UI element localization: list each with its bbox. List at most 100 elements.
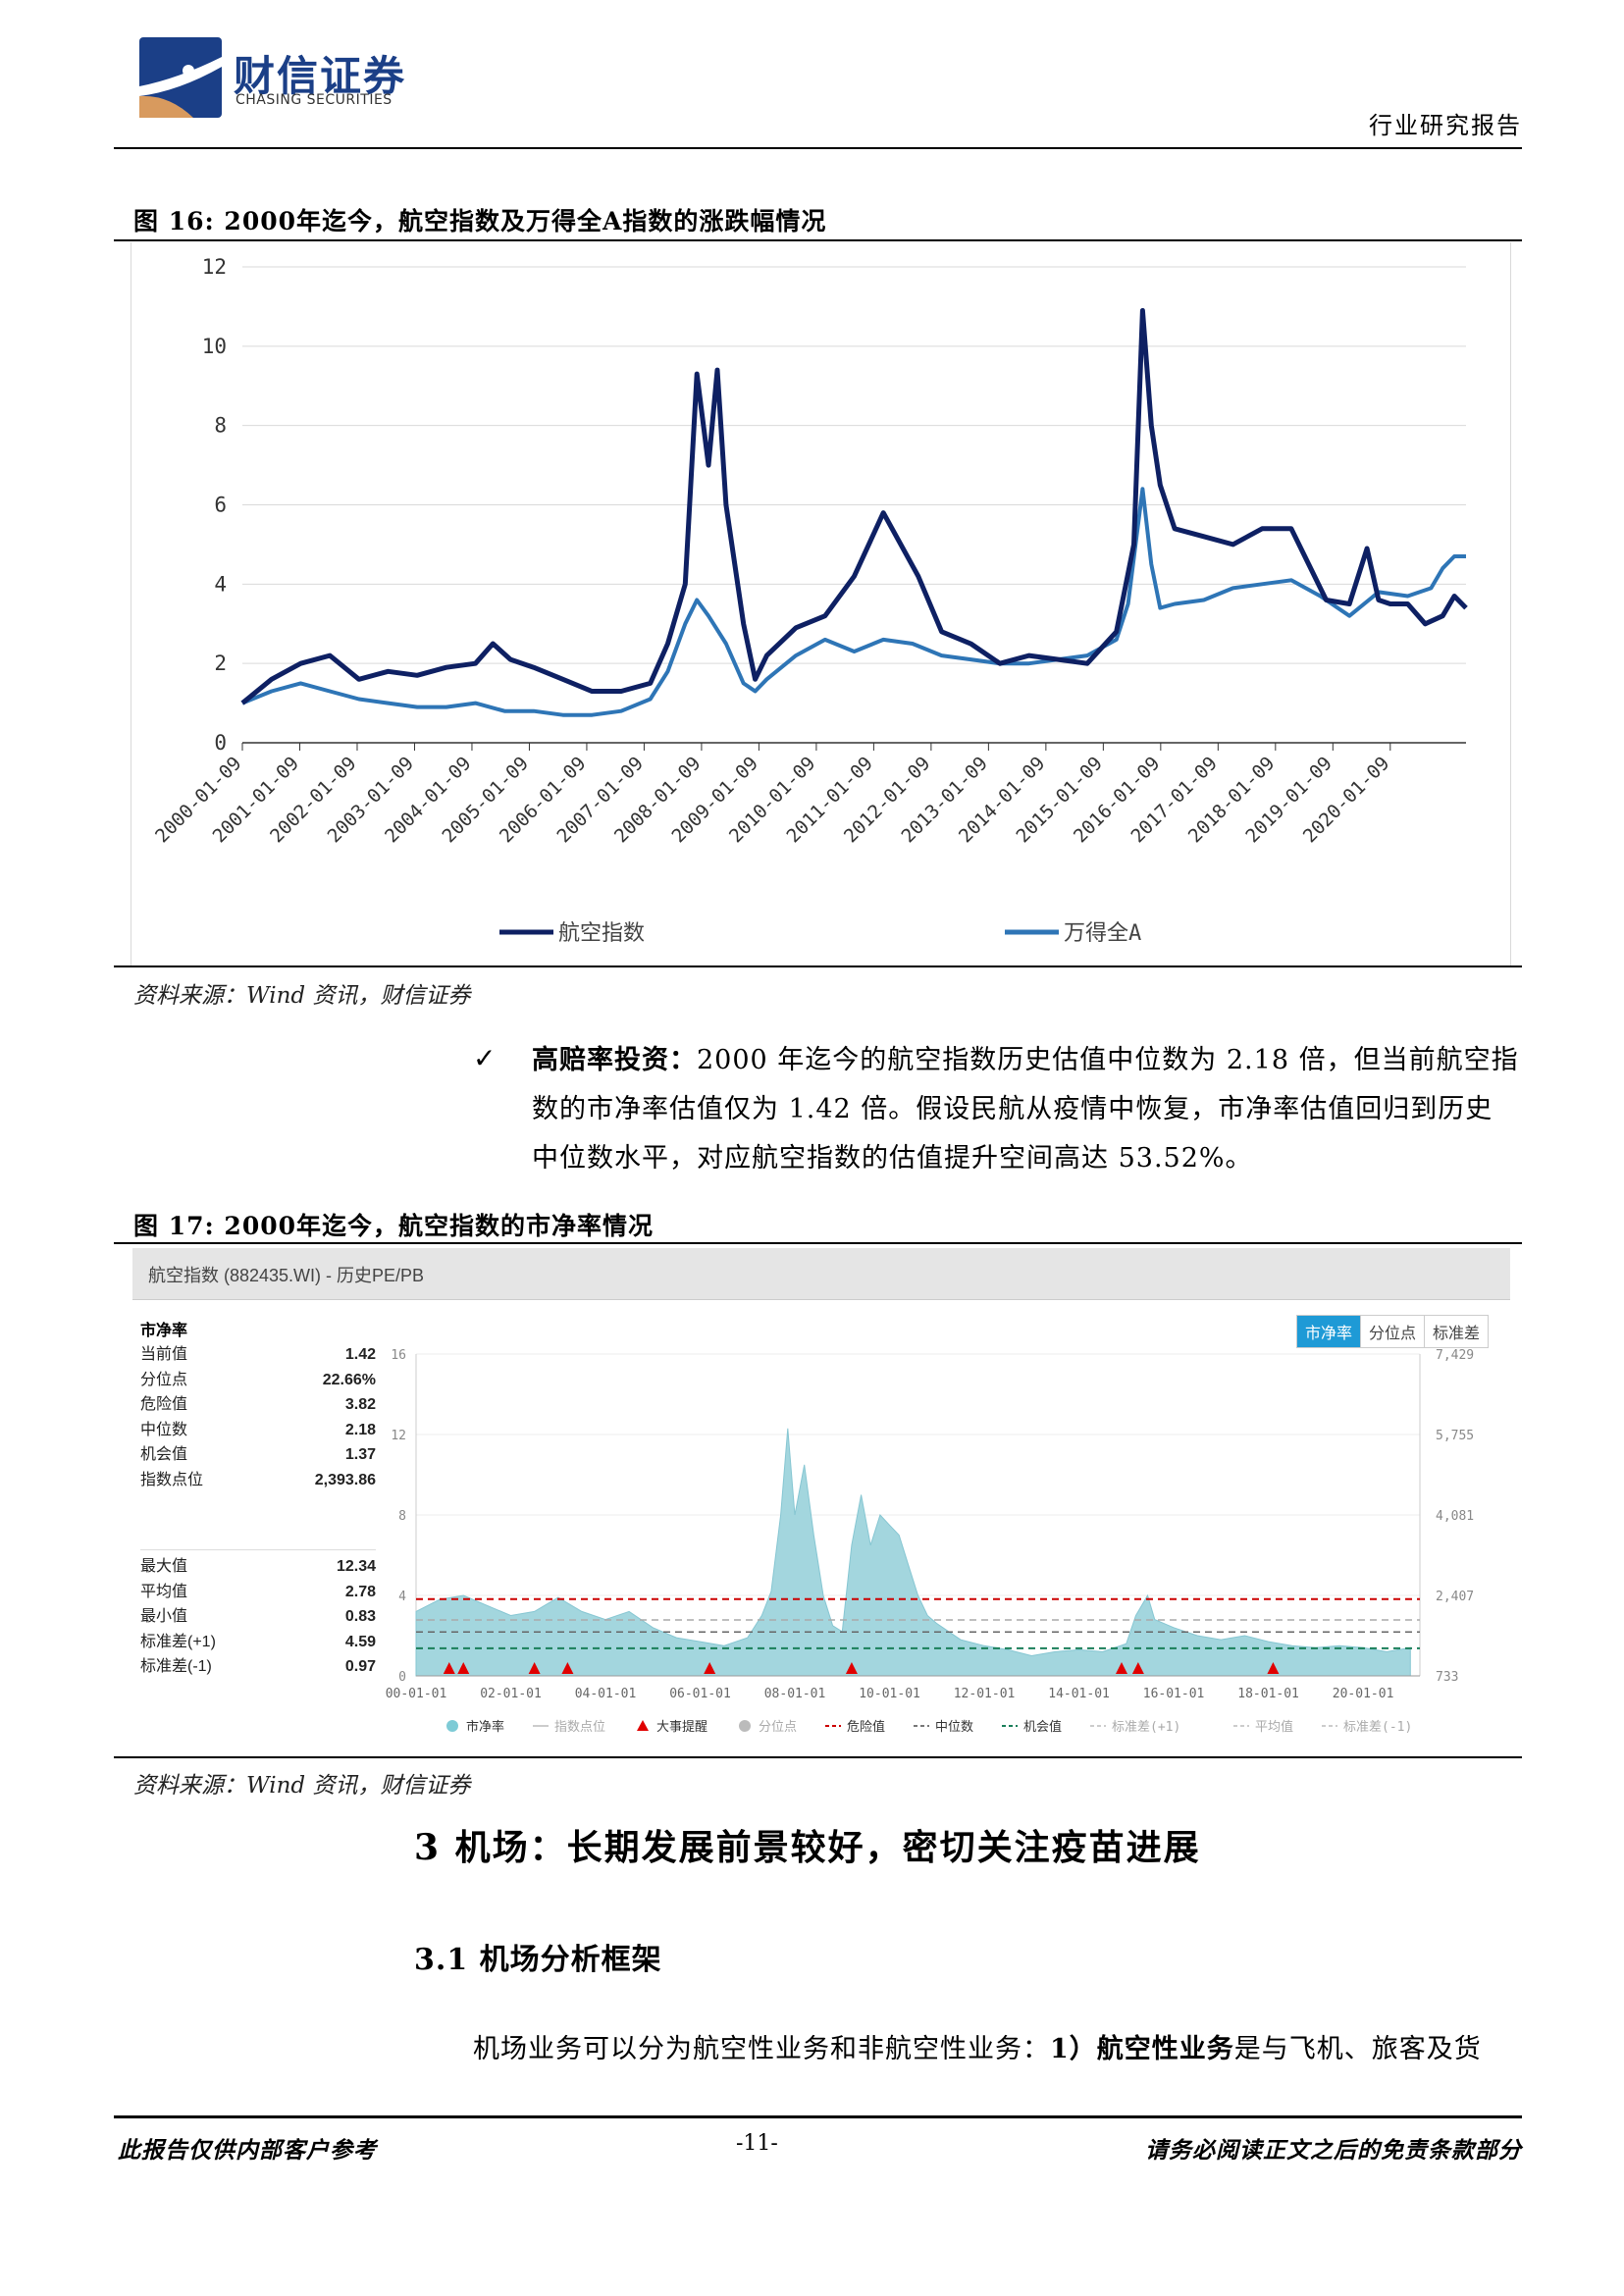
figure17-chart: 0 733 4 2,407 8 4,081 12 5,755 16 7,429 00-01-01 02… <box>386 1348 1474 1735</box>
footer-left: 此报告仅供内部客户参考 <box>118 2137 377 2164</box>
logo <box>139 37 222 118</box>
stat-value: 1.42 <box>344 1346 376 1363</box>
legend-mark-0 <box>446 1720 458 1732</box>
legend-label-8: 平均值 <box>1255 1719 1293 1735</box>
stat-row: 当前值 1.42 <box>140 1342 376 1368</box>
x-tick-8: 16-01-01 <box>1143 1687 1205 1701</box>
y-left-tick-0: 0 <box>398 1670 406 1685</box>
y-tick-label-2: 4 <box>214 572 227 596</box>
stat-label: 平均值 <box>140 1583 188 1600</box>
y-tick-label-5: 10 <box>202 335 227 358</box>
stats-group-primary: 当前值 1.42 分位点 22.66% 危险值 3.82 中位数 2.18 机会值 1.37 指数点… <box>140 1342 376 1492</box>
stat-row: 最大值 12.34 <box>140 1554 376 1580</box>
figure17-bottom-rule <box>114 1756 1522 1758</box>
stat-label: 危险值 <box>140 1396 188 1413</box>
series-line-wind-all-a <box>241 487 1466 717</box>
bullet-line-1: 高赔率投资：2000 年迄今的航空指数历史估值中位数为 2.18 倍，但当前航空… <box>532 1036 1519 1085</box>
legend-label-2: 大事提醒 <box>656 1719 707 1735</box>
stat-value: 0.83 <box>344 1608 376 1625</box>
stat-value: 12.34 <box>336 1558 376 1575</box>
legend-label-9: 标准差(-1) <box>1343 1720 1412 1735</box>
stat-value: 2.78 <box>344 1583 376 1600</box>
event-marker-3 <box>561 1662 574 1674</box>
stat-label: 指数点位 <box>140 1471 204 1488</box>
stat-value: 1.37 <box>344 1446 376 1463</box>
event-marker-5 <box>845 1662 858 1674</box>
y-left-tick-2: 8 <box>398 1509 406 1524</box>
stat-value: 22.66% <box>322 1371 376 1388</box>
x-tick-6: 12-01-01 <box>954 1687 1016 1701</box>
subsection-heading: 3.1 机场分析框架 <box>414 1943 662 1977</box>
stat-row: 最小值 0.83 <box>140 1604 376 1630</box>
panel-title: 航空指数 (882435.WI) - 历史PE/PB <box>148 1266 425 1285</box>
logo-mark <box>139 37 222 118</box>
stat-value: 0.97 <box>344 1658 376 1675</box>
stat-row: 机会值 1.37 <box>140 1442 376 1468</box>
para-suffix: 是与飞机、旅客及货 <box>1233 2034 1482 2064</box>
stat-value: 2,393.86 <box>314 1471 376 1488</box>
stat-label: 标准差(+1) <box>140 1633 216 1650</box>
tab-1[interactable]: 分位点 <box>1359 1316 1424 1347</box>
stat-row: 指数点位 2,393.86 <box>140 1468 376 1493</box>
logo-text-en: CHASING SECURITIES <box>236 92 393 108</box>
figure17-source: 资料来源：Wind 资讯，财信证券 <box>133 1773 471 1799</box>
figure16-chart-frame: 0 2 4 6 8 10 12 2000-01-09 2001-01-09 2002-01-09 2… <box>131 242 1511 967</box>
header-rule <box>114 147 1522 149</box>
y-right-tick-3: 5,755 <box>1436 1429 1474 1443</box>
event-marker-4 <box>704 1662 716 1674</box>
event-marker-6 <box>1115 1662 1127 1674</box>
bullet-text-1: 2000 年迄今的航空指数历史估值中位数为 2.18 倍，但当前航空指 <box>697 1045 1519 1075</box>
figure17-title: 图 17: 2000年迄今，航空指数的市净率情况 <box>133 1212 655 1240</box>
event-marker-0 <box>443 1662 455 1674</box>
stats-header: 市净率 <box>140 1323 188 1339</box>
figure16-title: 图 16: 2000年迄今，航空指数及万得全A指数的涨跌幅情况 <box>133 207 827 235</box>
y-tick-label-6: 12 <box>202 255 227 279</box>
figure17-panel: 航空指数 (882435.WI) - 历史PE/PB 市净率 当前值 1.42 分位… <box>132 1248 1510 1750</box>
y-right-tick-1: 2,407 <box>1436 1590 1474 1604</box>
legend-label-6: 机会值 <box>1023 1719 1062 1735</box>
stats-divider <box>140 1549 376 1550</box>
figure16-source: 资料来源：Wind 资讯，财信证券 <box>133 983 471 1009</box>
y-tick-label-1: 2 <box>214 652 227 675</box>
legend-label-5: 中位数 <box>935 1720 973 1735</box>
section-heading: 3 机场：长期发展前景较好，密切关注疫苗进展 <box>414 1827 1201 1868</box>
tab-0[interactable]: 市净率 <box>1296 1316 1360 1347</box>
figure16-bottom-rule <box>114 965 1522 967</box>
legend-label-aviation: 航空指数 <box>558 921 645 946</box>
bullet-title: 高赔率投资： <box>532 1045 697 1075</box>
y-right-tick-4: 7,429 <box>1436 1348 1474 1363</box>
figure16-chart: 0246810122000-01-092001-01-092002-01-092… <box>151 255 1468 946</box>
para-prefix: 机场业务可以分为航空性业务和非航空性业务： <box>473 2034 1050 2064</box>
footer-right: 请务必阅读正文之后的免责条款部分 <box>1145 2137 1522 2164</box>
x-tick-7: 14-01-01 <box>1048 1687 1110 1701</box>
legend-label-wind-all-a: 万得全A <box>1064 921 1141 946</box>
legend-mark-3 <box>739 1720 751 1732</box>
page-number: -11- <box>736 2131 778 2156</box>
y-right-tick-2: 4,081 <box>1436 1509 1474 1524</box>
event-marker-8 <box>1267 1662 1280 1674</box>
section-paragraph: 机场业务可以分为航空性业务和非航空性业务：1）航空性业务是与飞机、旅客及货 <box>473 2025 1482 2074</box>
stat-row: 中位数 2.18 <box>140 1418 376 1443</box>
stat-value: 3.82 <box>344 1396 376 1413</box>
legend-label-1: 指数点位 <box>554 1720 605 1735</box>
stat-label: 最小值 <box>140 1608 188 1625</box>
panel-title-bar: 航空指数 (882435.WI) - 历史PE/PB <box>132 1248 1510 1300</box>
pb-area <box>415 1428 1411 1677</box>
stat-label: 当前值 <box>140 1346 188 1363</box>
figure16-top-rule <box>114 239 1522 241</box>
y-right-tick-0: 733 <box>1436 1670 1458 1685</box>
event-marker-2 <box>528 1662 541 1674</box>
event-marker-1 <box>457 1662 470 1674</box>
legend-label-4: 危险值 <box>847 1719 885 1735</box>
y-left-tick-3: 12 <box>391 1429 406 1443</box>
stat-label: 中位数 <box>140 1421 188 1438</box>
logo-text-cn: 财信证券 <box>234 52 407 100</box>
stat-label: 分位点 <box>140 1371 188 1388</box>
tab-2[interactable]: 标准差 <box>1423 1316 1488 1347</box>
figure17-top-rule <box>114 1242 1522 1244</box>
x-tick-3: 06-01-01 <box>669 1687 731 1701</box>
legend-label-7: 标准差(+1) <box>1112 1720 1180 1735</box>
x-tick-5: 10-01-01 <box>859 1687 920 1701</box>
footer-rule <box>114 2115 1522 2118</box>
y-tick-label-4: 8 <box>214 414 227 438</box>
